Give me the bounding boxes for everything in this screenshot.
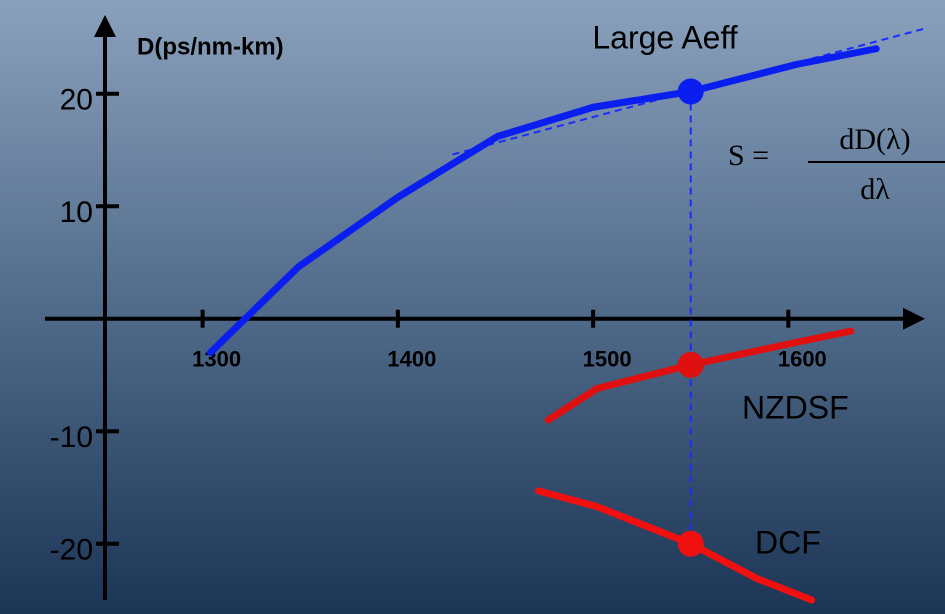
y-tick-label: 20: [60, 84, 93, 117]
series-label: NZDSF: [742, 389, 849, 425]
formula-numerator: dD(λ): [839, 123, 910, 156]
formula-lhs: S =: [728, 139, 769, 172]
page: D(ps/nm-km) S = dD(λ) dλ 130014001500160…: [0, 0, 945, 614]
background: [0, 0, 945, 614]
y-tick-label: -10: [50, 421, 93, 454]
x-tick-label: 1400: [387, 347, 436, 372]
x-tick-label: 1500: [583, 347, 632, 372]
chart: D(ps/nm-km) S = dD(λ) dλ 130014001500160…: [0, 0, 945, 614]
highlight-point: [678, 352, 704, 378]
y-tick-label: -20: [50, 534, 93, 567]
highlight-point: [678, 531, 704, 557]
x-tick-label: 1600: [778, 347, 827, 372]
y-tick-label: 10: [60, 196, 93, 229]
formula-denominator: dλ: [860, 173, 890, 206]
highlight-point: [678, 79, 704, 105]
y-axis-label: D(ps/nm-km): [137, 33, 284, 60]
series-label: Large Aeff: [592, 19, 737, 55]
series-label: DCF: [755, 524, 821, 560]
